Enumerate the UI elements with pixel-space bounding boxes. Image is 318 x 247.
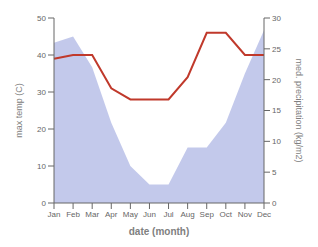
svg-text:May: May xyxy=(123,210,138,219)
svg-text:Aug: Aug xyxy=(181,210,195,219)
svg-text:Oct: Oct xyxy=(220,210,233,219)
svg-text:Apr: Apr xyxy=(105,210,118,219)
svg-text:20: 20 xyxy=(37,125,46,134)
svg-text:max temp (C): max temp (C) xyxy=(14,83,24,138)
svg-text:Jan: Jan xyxy=(48,210,61,219)
svg-text:15: 15 xyxy=(272,106,281,115)
svg-text:30: 30 xyxy=(272,14,281,23)
svg-text:Jul: Jul xyxy=(163,210,173,219)
svg-text:Feb: Feb xyxy=(66,210,80,219)
svg-text:Dec: Dec xyxy=(257,210,271,219)
svg-text:0: 0 xyxy=(272,199,277,208)
svg-text:10: 10 xyxy=(272,137,281,146)
svg-text:50: 50 xyxy=(37,14,46,23)
svg-text:25: 25 xyxy=(272,45,281,54)
svg-text:40: 40 xyxy=(37,51,46,60)
svg-text:date (month): date (month) xyxy=(129,226,190,237)
svg-text:Sep: Sep xyxy=(200,210,215,219)
svg-text:0: 0 xyxy=(42,199,47,208)
svg-text:med. precipitation (kg/m2): med. precipitation (kg/m2) xyxy=(294,58,304,162)
svg-text:Mar: Mar xyxy=(85,210,99,219)
svg-text:10: 10 xyxy=(37,162,46,171)
svg-text:20: 20 xyxy=(272,76,281,85)
svg-text:5: 5 xyxy=(272,168,277,177)
svg-text:Jun: Jun xyxy=(143,210,156,219)
svg-text:30: 30 xyxy=(37,88,46,97)
svg-text:Nov: Nov xyxy=(238,210,252,219)
